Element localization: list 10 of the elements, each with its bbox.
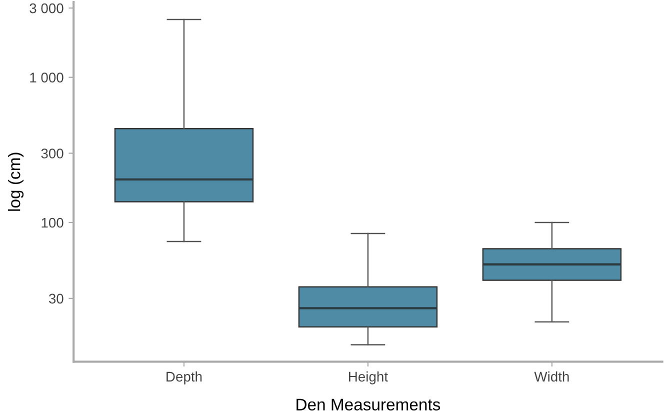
y-tick-label: 30 [48,294,64,304]
y-tick-label: 100 [42,218,64,228]
x-tick-label: Height [349,371,388,384]
y-tick-label: 1 000 [30,72,64,82]
x-axis-title: Den Measurements [296,398,440,410]
y-axis-title: log (cm) [8,152,24,211]
x-tick-label: Depth [166,371,202,384]
y-tick-label: 3 000 [30,3,64,14]
y-tick-label: 300 [41,148,64,158]
x-tick-label: Width [534,371,569,382]
